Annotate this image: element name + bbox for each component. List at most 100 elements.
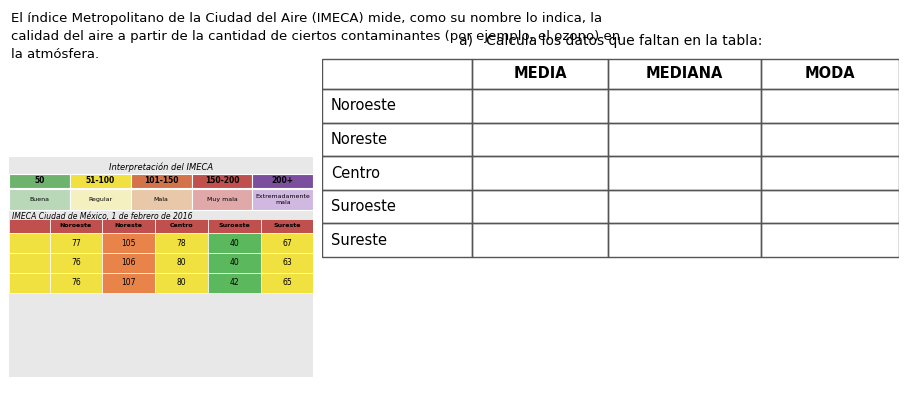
Text: Extremadamente
mala: Extremadamente mala <box>255 194 311 205</box>
Bar <box>155 219 208 233</box>
Bar <box>155 253 208 273</box>
Text: Noreste: Noreste <box>331 132 388 147</box>
Bar <box>208 273 261 292</box>
Bar <box>607 223 761 257</box>
Text: 80: 80 <box>177 258 186 267</box>
Bar <box>9 219 50 233</box>
Text: 76: 76 <box>71 278 81 287</box>
Bar <box>472 156 607 190</box>
Text: Regular: Regular <box>88 197 113 202</box>
Bar <box>50 253 103 273</box>
Bar <box>131 189 192 210</box>
Text: El índice Metropolitano de la Ciudad del Aire (IMECA) mide, como su nombre lo in: El índice Metropolitano de la Ciudad del… <box>11 12 620 61</box>
Text: Interpretación del IMECA: Interpretación del IMECA <box>109 162 213 172</box>
Bar <box>472 123 607 156</box>
Text: 50: 50 <box>35 176 44 185</box>
Text: 67: 67 <box>282 239 291 248</box>
Bar <box>208 253 261 273</box>
Text: Noroeste: Noroeste <box>331 98 397 113</box>
Bar <box>9 233 50 253</box>
Text: 200+: 200+ <box>271 176 294 185</box>
Text: Noreste: Noreste <box>114 224 143 228</box>
Bar <box>261 253 313 273</box>
Text: 42: 42 <box>230 278 239 287</box>
Text: 150-200: 150-200 <box>205 176 239 185</box>
Bar <box>70 174 131 188</box>
Bar <box>208 233 261 253</box>
Bar <box>261 233 313 253</box>
Text: MODA: MODA <box>804 66 855 81</box>
Text: Centro: Centro <box>331 165 380 180</box>
Text: 63: 63 <box>282 258 291 267</box>
Bar <box>607 59 761 89</box>
Text: 40: 40 <box>230 239 239 248</box>
Text: 77: 77 <box>71 239 81 248</box>
Text: Muy mala: Muy mala <box>207 197 237 202</box>
Text: MEDIANA: MEDIANA <box>646 66 723 81</box>
Bar <box>322 190 472 223</box>
Bar <box>192 189 252 210</box>
Bar <box>322 89 472 123</box>
Bar <box>9 273 50 292</box>
Bar <box>103 233 155 253</box>
Bar <box>131 174 192 188</box>
Text: 80: 80 <box>177 278 186 287</box>
Text: Buena: Buena <box>29 197 50 202</box>
Text: a)   Calcula los datos que faltan en la tabla:: a) Calcula los datos que faltan en la ta… <box>459 34 763 48</box>
Bar <box>607 123 761 156</box>
Bar <box>155 273 208 292</box>
Text: 105: 105 <box>122 239 136 248</box>
Bar <box>103 219 155 233</box>
Bar <box>607 156 761 190</box>
Bar <box>261 219 313 233</box>
Bar <box>761 123 899 156</box>
Bar <box>252 174 313 188</box>
Bar <box>50 219 103 233</box>
Text: 107: 107 <box>122 278 136 287</box>
Bar <box>322 123 472 156</box>
Text: 65: 65 <box>282 278 291 287</box>
Bar <box>761 223 899 257</box>
Bar <box>607 190 761 223</box>
Bar <box>50 233 103 253</box>
Bar <box>208 219 261 233</box>
Text: 106: 106 <box>122 258 136 267</box>
Bar <box>472 59 607 89</box>
Bar <box>261 273 313 292</box>
Bar <box>322 59 472 89</box>
Text: 76: 76 <box>71 258 81 267</box>
Bar <box>9 189 70 210</box>
Bar <box>472 89 607 123</box>
Bar <box>761 89 899 123</box>
Text: Centro: Centro <box>170 224 193 228</box>
Text: Suroeste: Suroeste <box>218 224 250 228</box>
Text: MEDIA: MEDIA <box>513 66 567 81</box>
Text: Suroeste: Suroeste <box>331 199 396 214</box>
Text: IMECA Ciudad de México, 1 de febrero de 2016: IMECA Ciudad de México, 1 de febrero de … <box>12 212 192 221</box>
Bar <box>322 223 472 257</box>
Bar <box>761 59 899 89</box>
Text: 101-150: 101-150 <box>144 176 178 185</box>
Bar <box>761 156 899 190</box>
Bar <box>472 223 607 257</box>
Bar <box>155 233 208 253</box>
Bar <box>103 273 155 292</box>
Bar <box>761 190 899 223</box>
Bar <box>9 253 50 273</box>
Bar <box>192 174 252 188</box>
Bar <box>607 89 761 123</box>
Bar <box>9 174 70 188</box>
Bar <box>103 253 155 273</box>
Text: 51-100: 51-100 <box>85 176 115 185</box>
Bar <box>50 273 103 292</box>
Bar <box>252 189 313 210</box>
Bar <box>472 190 607 223</box>
Text: Noroeste: Noroeste <box>60 224 92 228</box>
Bar <box>70 189 131 210</box>
Bar <box>322 156 472 190</box>
Text: Sureste: Sureste <box>273 224 301 228</box>
Text: 78: 78 <box>177 239 186 248</box>
Text: Sureste: Sureste <box>331 233 387 248</box>
Text: 40: 40 <box>230 258 239 267</box>
Text: Mala: Mala <box>153 197 169 202</box>
